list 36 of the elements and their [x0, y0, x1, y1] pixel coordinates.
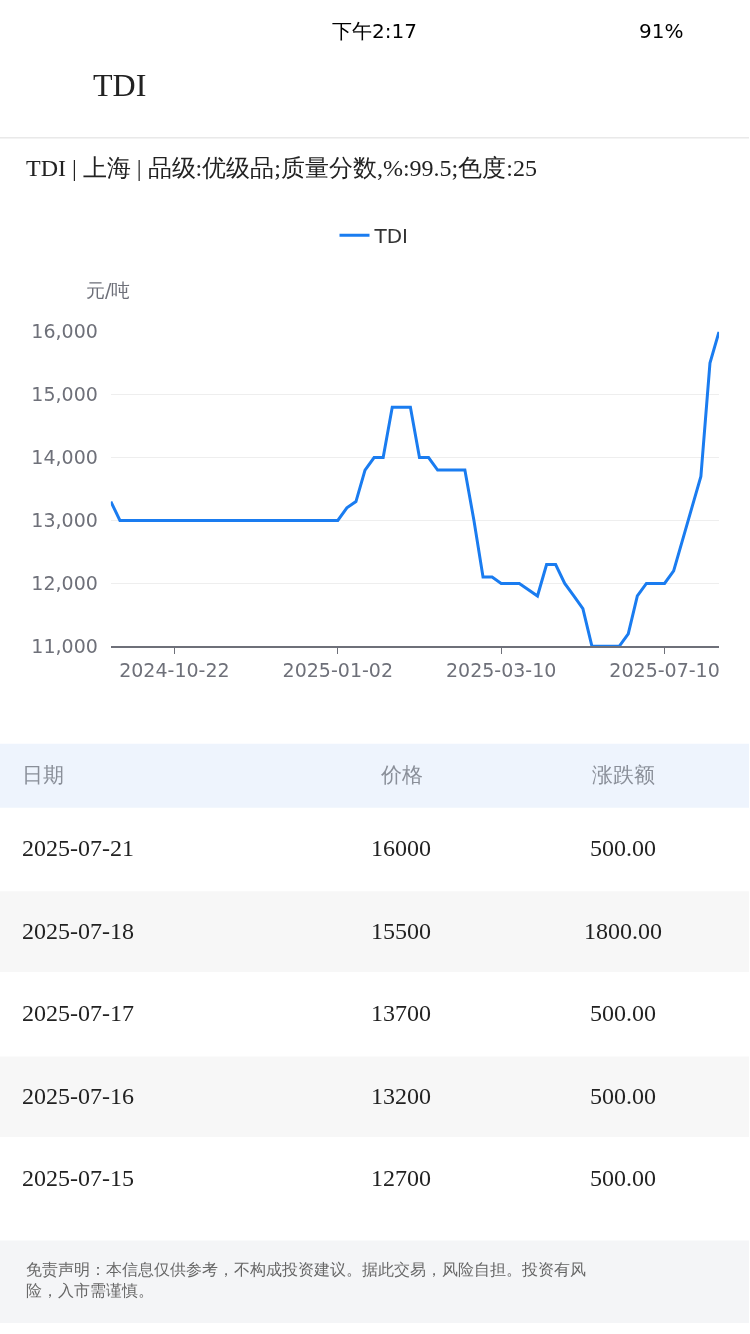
- x-tick-label: 2024-10-22: [119, 658, 230, 681]
- x-tick-label: 2025-07-10: [609, 658, 720, 681]
- text: 1800.00: [584, 918, 662, 944]
- x-tick-label: 2025-01-02: [282, 658, 393, 681]
- text: 2025-07-21: [22, 835, 134, 861]
- y-tick-label: 15,000: [31, 383, 98, 406]
- text: 日期: [22, 763, 64, 787]
- text: 价格: [380, 763, 423, 787]
- text: 12700: [371, 1165, 431, 1191]
- text: 16000: [371, 835, 431, 861]
- text: 13200: [371, 1083, 431, 1109]
- y-axis-title: 元/吨: [86, 279, 131, 301]
- y-tick-label: 13,000: [31, 509, 98, 532]
- legend-label: TDI: [373, 224, 409, 249]
- text: 2025-07-18: [22, 918, 134, 944]
- text: 下午2:17: [332, 19, 417, 43]
- text: 涨跌额: [592, 763, 655, 787]
- text: 2025-07-16: [22, 1083, 134, 1109]
- text: 500.00: [590, 1165, 656, 1191]
- text: 91%: [639, 19, 684, 43]
- chart-subtitle: TDI | 上海 | 品级:优级品;质量分数,%:99.5;色度:25: [26, 155, 537, 181]
- text: 15500: [371, 918, 431, 944]
- chart-title: TDI: [93, 67, 147, 104]
- text: 免责声明：本信息仅供参考，不构成投资建议。据此交易，风险自担。投资有风险，入市需谨慎。: [26, 1260, 586, 1300]
- text: 500.00: [590, 835, 656, 861]
- text: 13700: [371, 1000, 431, 1026]
- line-series: [110, 331, 720, 647]
- text: 500.00: [590, 1083, 656, 1109]
- y-tick-label: 11,000: [31, 634, 98, 657]
- text: 2025-07-15: [22, 1165, 134, 1191]
- y-tick-label: 14,000: [31, 446, 98, 469]
- x-tick-label: 2025-03-10: [445, 658, 557, 681]
- text: 2025-07-17: [22, 1000, 134, 1026]
- y-tick-label: 16,000: [31, 320, 98, 343]
- text: 500.00: [590, 1000, 656, 1026]
- y-tick-label: 12,000: [31, 572, 98, 595]
